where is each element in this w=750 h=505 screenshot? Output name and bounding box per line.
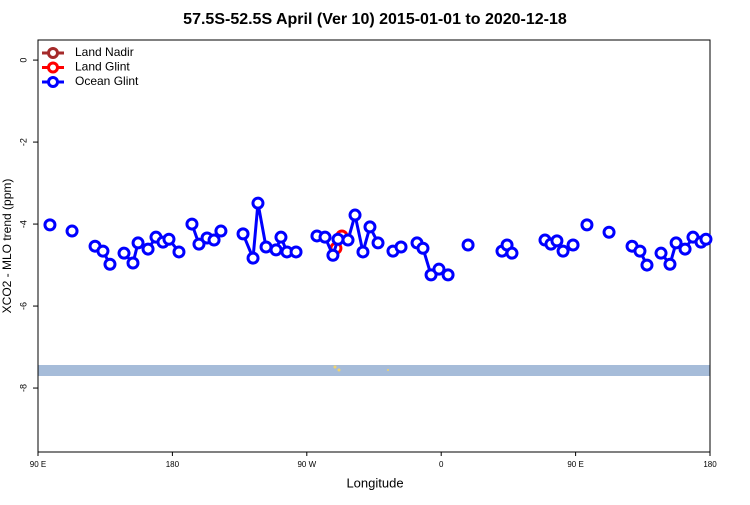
- y-tick-label: -4: [18, 220, 28, 228]
- data-point: [356, 245, 370, 259]
- data-point: [394, 240, 408, 254]
- plot-frame: [37, 39, 711, 453]
- data-point: [432, 262, 446, 276]
- land-speck: [333, 365, 337, 369]
- legend-label: Land Nadir: [75, 45, 134, 59]
- y-tick-label: -2: [18, 138, 28, 146]
- data-point: [236, 227, 250, 241]
- x-tick-label: 90 W: [297, 460, 316, 469]
- data-point: [341, 233, 355, 247]
- data-point: [141, 242, 155, 256]
- data-point: [699, 232, 713, 246]
- data-point: [65, 224, 79, 238]
- data-point: [103, 257, 117, 271]
- legend-label: Ocean Glint: [75, 74, 139, 88]
- legend-marker: [47, 47, 59, 59]
- data-point: [580, 218, 594, 232]
- data-point: [566, 238, 580, 252]
- data-point: [162, 232, 176, 246]
- data-point: [96, 244, 110, 258]
- data-point: [556, 244, 570, 258]
- land-speck: [337, 368, 341, 372]
- data-point: [326, 248, 340, 262]
- x-tick-label: 180: [703, 460, 717, 469]
- y-axis-label: XCO2 - MLO trend (ppm): [0, 179, 14, 314]
- legend-marker: [47, 61, 59, 74]
- x-tick-label: 90 E: [30, 460, 46, 469]
- legend-marker: [47, 76, 59, 88]
- data-point: [246, 251, 260, 265]
- data-point: [602, 225, 616, 239]
- data-point: [416, 241, 430, 255]
- data-point: [348, 208, 362, 222]
- data-point: [441, 268, 455, 282]
- x-tick-label: 180: [166, 460, 180, 469]
- map-strip: [38, 365, 710, 376]
- x-tick-label: 0: [439, 460, 444, 469]
- legend-label: Land Glint: [75, 60, 130, 74]
- data-point: [654, 246, 668, 260]
- data-point: [669, 236, 683, 250]
- data-point: [207, 233, 221, 247]
- data-point: [363, 220, 377, 234]
- data-point: [192, 237, 206, 251]
- chart-title: 57.5S-52.5S April (Ver 10) 2015-01-01 to…: [183, 11, 567, 28]
- y-tick-label: -8: [18, 384, 28, 392]
- data-point: [461, 238, 475, 252]
- data-point: [289, 245, 303, 259]
- data-point: [633, 244, 647, 258]
- data-point: [43, 218, 57, 232]
- data-point: [331, 232, 345, 246]
- data-point: [550, 234, 564, 248]
- land-speck: [387, 369, 389, 371]
- data-point: [251, 196, 265, 210]
- y-tick-label: -6: [18, 302, 28, 310]
- data-point: [371, 236, 385, 250]
- data-point: [117, 246, 131, 260]
- data-point: [505, 246, 519, 260]
- data-point: [274, 230, 288, 244]
- data-point: [640, 258, 654, 272]
- data-point: [678, 242, 692, 256]
- y-tick-label: 0: [18, 58, 28, 63]
- x-axis-label: Longitude: [346, 475, 403, 490]
- data-point: [318, 230, 332, 244]
- data-point: [214, 224, 228, 238]
- data-point: [172, 245, 186, 259]
- data-point: [269, 243, 283, 257]
- x-tick-label: 90 E: [567, 460, 583, 469]
- data-point: [259, 240, 273, 254]
- data-point: [126, 256, 140, 270]
- data-point: [185, 217, 199, 231]
- data-point: [131, 236, 145, 250]
- data-point: [663, 257, 677, 271]
